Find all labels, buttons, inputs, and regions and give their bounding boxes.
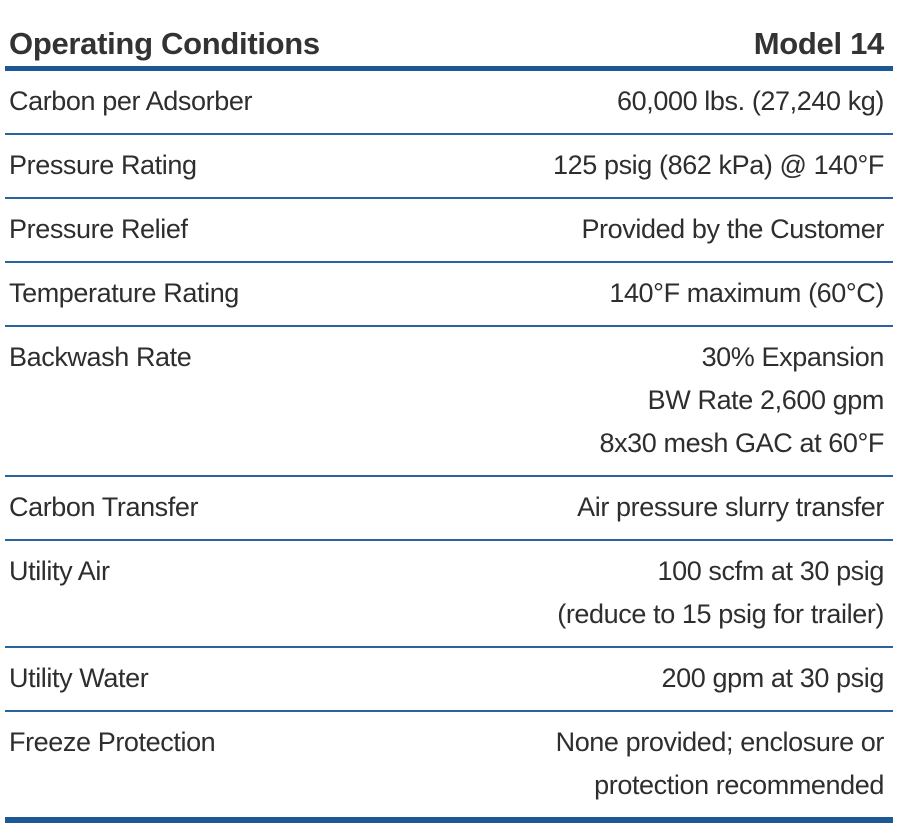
table-row: Pressure Relief Provided by the Customer [5,199,893,263]
value-line: protection recommended [594,770,884,800]
row-value: 100 scfm at 30 psig (reduce to 15 psig fo… [557,550,884,636]
row-value: 140°F maximum (60°C) [609,272,884,315]
value-line: Provided by the Customer [581,214,884,244]
table-row: Backwash Rate 30% Expansion BW Rate 2,600 … [5,327,893,477]
value-line: 140°F maximum (60°C) [609,278,884,308]
row-label: Freeze Protection [9,727,216,757]
table-row: Utility Air 100 scfm at 30 psig (reduce to… [5,541,893,648]
value-line: Air pressure slurry transfer [577,492,884,522]
table-header: Operating Conditions Model 14 [5,0,893,71]
header-model: Model 14 [753,26,885,61]
value-line: 60,000 lbs. (27,240 kg) [617,86,884,116]
row-value: Provided by the Customer [581,208,884,251]
header-title: Operating Conditions [9,26,320,61]
row-value: 125 psig (862 kPa) @ 140°F [553,144,884,187]
row-value: None provided; enclosure or protection re… [555,721,885,807]
row-value: 60,000 lbs. (27,240 kg) [617,80,884,123]
row-value: 200 gpm at 30 psig [661,657,885,700]
row-label: Carbon per Adsorber [9,86,253,116]
value-line: BW Rate 2,600 gpm [647,385,885,415]
spec-table: Operating Conditions Model 14 Carbon per… [5,0,893,823]
table-row: Carbon per Adsorber 60,000 lbs. (27,240 k… [5,71,893,135]
row-label: Pressure Relief [9,214,188,244]
row-label: Carbon Transfer [9,492,199,522]
value-line: None provided; enclosure or [555,727,885,757]
row-label: Backwash Rate [9,342,192,372]
value-line: 100 scfm at 30 psig [657,556,884,586]
value-line: 200 gpm at 30 psig [661,663,885,693]
value-line: 125 psig (862 kPa) @ 140°F [553,150,884,180]
table-row: Utility Water 200 gpm at 30 psig [5,648,893,712]
value-line: (reduce to 15 psig for trailer) [557,599,884,629]
row-value: Air pressure slurry transfer [577,486,884,529]
table-row: Temperature Rating 140°F maximum (60°C) [5,263,893,327]
row-label: Pressure Rating [9,150,197,180]
row-label: Utility Water [9,663,149,693]
table-row: Carbon Transfer Air pressure slurry trans… [5,477,893,541]
table-row: Pressure Rating 125 psig (862 kPa) @ 140°… [5,135,893,199]
value-line: 8x30 mesh GAC at 60°F [599,428,884,458]
value-line: 30% Expansion [701,342,885,372]
row-label: Utility Air [9,556,110,586]
table-row: Freeze Protection None provided; enclosur… [5,712,893,823]
row-value: 30% Expansion BW Rate 2,600 gpm 8x30 mesh … [599,336,884,465]
row-label: Temperature Rating [9,278,239,308]
